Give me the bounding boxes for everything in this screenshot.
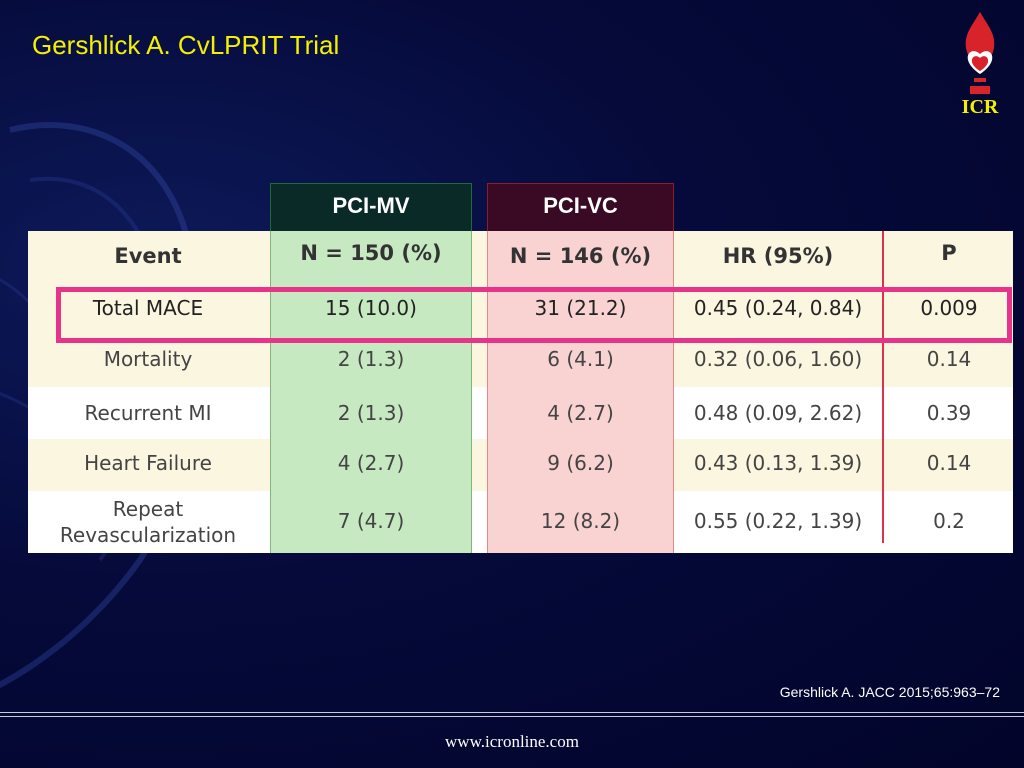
slide-title: Gershlick A. CvLPRIT Trial: [32, 30, 340, 60]
pci-vc-group-header: PCI-VC: [487, 183, 674, 231]
cell-p: 0.39: [926, 401, 972, 425]
cell-pci-vc: 12 (8.2): [540, 509, 621, 533]
cell-event-line1: Repeat: [112, 497, 184, 521]
cell-pci-vc: 9 (6.2): [547, 451, 614, 475]
cell-pci-mv: 7 (4.7): [337, 509, 405, 533]
cell-hr: 0.32 (0.06, 1.60): [693, 347, 863, 371]
cell-hr: 0.45 (0.24, 0.84): [693, 296, 863, 320]
cell-hr: 0.55 (0.22, 1.39): [693, 509, 863, 533]
header-pci-mv-n: N = 150 (%): [300, 241, 442, 265]
cell-pci-vc: 4 (2.7): [547, 401, 614, 425]
cell-hr: 0.43 (0.13, 1.39): [693, 451, 863, 475]
pci-mv-column: [270, 231, 472, 553]
cell-hr: 0.48 (0.09, 2.62): [693, 401, 863, 425]
cell-pci-mv: 4 (2.7): [337, 451, 405, 475]
cell-event: Recurrent MI: [84, 401, 212, 425]
cell-p: 0.14: [926, 451, 972, 475]
flame-heart-icon: [965, 12, 995, 94]
cell-event: Heart Failure: [84, 451, 212, 475]
cell-pci-vc: 31 (21.2): [534, 296, 627, 320]
cell-event: Mortality: [103, 347, 193, 371]
header-p: P: [941, 241, 957, 265]
cell-pci-mv: 2 (1.3): [337, 401, 405, 425]
cell-p: 0.2: [933, 509, 965, 533]
footer-url: www.icronline.com: [445, 732, 579, 751]
cell-pci-mv: 2 (1.3): [337, 347, 405, 371]
header-pci-vc-n: N = 146 (%): [509, 244, 652, 268]
cell-p: 0.009: [920, 296, 978, 320]
cell-p: 0.14: [926, 347, 972, 371]
footer-rule: [0, 712, 1024, 713]
citation: Gershlick A. JACC 2015;65:963–72: [779, 684, 1000, 700]
cell-event-line2: Revascularization: [59, 523, 237, 547]
icr-logo: ICR: [950, 10, 1010, 130]
results-table: Event N = 150 (%) N = 146 (%) HR (95%) P…: [28, 231, 1013, 553]
footer-rule: [0, 716, 1024, 717]
cell-pci-mv: 15 (10.0): [325, 296, 417, 320]
pci-vc-column: [487, 231, 674, 553]
logo-text: ICR: [961, 96, 999, 118]
pci-mv-group-header: PCI-MV: [270, 183, 472, 231]
header-event: Event: [114, 244, 182, 268]
cell-pci-vc: 6 (4.1): [547, 347, 614, 371]
cell-event: Total MACE: [92, 296, 204, 320]
column-divider: [882, 231, 884, 543]
header-hr: HR (95%): [722, 244, 834, 268]
